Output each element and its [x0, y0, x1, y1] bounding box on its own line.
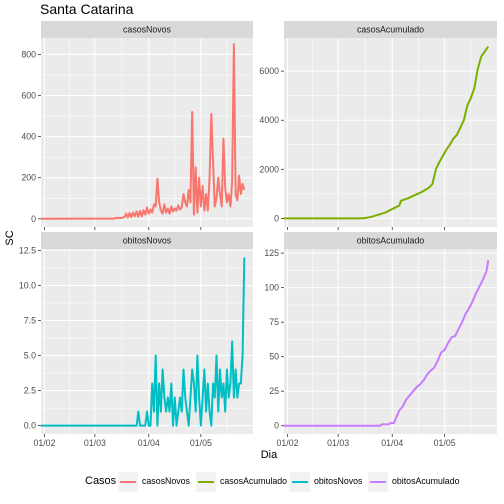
legend-swatch-casosNovos — [120, 481, 136, 483]
x-tick-label: 01/04 — [138, 438, 160, 448]
panel-background — [41, 249, 253, 434]
x-tick-label: 01/02 — [33, 438, 55, 448]
facet-strip-label: obitosNovos — [123, 236, 172, 246]
y-tick-label: 12.5 — [19, 245, 36, 255]
y-tick-label: 25 — [269, 386, 279, 396]
chart-title: Santa Catarina — [40, 1, 134, 17]
x-tick-label: 01/02 — [276, 438, 298, 448]
series-line-obitosNovos — [41, 257, 246, 427]
legend-swatch-casosAcumulado — [198, 481, 214, 483]
x-tick-label: 01/05 — [190, 438, 212, 448]
panel-background — [284, 249, 497, 434]
y-tick-label: 5.0 — [24, 351, 36, 361]
legend-key — [368, 472, 388, 492]
legend-swatch-obitosNovos — [292, 481, 308, 483]
y-tick-label: 0 — [274, 421, 279, 431]
y-tick-label: 75 — [269, 317, 279, 327]
legend-key — [290, 472, 310, 492]
y-axis-title: SC — [4, 230, 16, 245]
series-line-obitosAcumulado — [284, 259, 490, 427]
legend-label: obitosAcumulado — [392, 476, 460, 486]
y-tick-label: 6000 — [259, 66, 279, 76]
x-tick-label: 01/04 — [381, 438, 403, 448]
y-tick-label: 2.5 — [24, 386, 36, 396]
y-tick-label: 0 — [274, 213, 279, 223]
legend-label: casosNovos — [142, 476, 190, 486]
y-tick-label: 0 — [31, 214, 36, 224]
facet-strip-label: casosAcumulado — [357, 25, 424, 35]
legend-swatch-obitosAcumulado — [370, 481, 386, 483]
y-tick-label: 10.0 — [19, 280, 36, 290]
x-tick-label: 01/05 — [434, 438, 456, 448]
x-axis-title: Dia — [261, 449, 278, 461]
facet-strip — [41, 21, 253, 38]
x-tick-label: 01/03 — [84, 438, 106, 448]
facet-strip — [284, 232, 497, 249]
legend-key — [196, 472, 216, 492]
facet-strip-label: casosNovos — [123, 25, 172, 35]
y-tick-label: 100 — [264, 283, 279, 293]
y-tick-label: 7.5 — [24, 315, 36, 325]
legend-key — [118, 472, 138, 492]
y-tick-label: 125 — [264, 248, 279, 258]
facet-strip-label: obitosAcumulado — [357, 236, 425, 246]
series-line-casosAcumulado — [283, 46, 490, 220]
y-tick-label: 400 — [21, 132, 36, 142]
panel-obitosNovos: obitosNovos 0.0 2.5 5.0 7.5 10.0 12.5 01/02 01/0… — [19, 232, 253, 448]
y-tick-label: 200 — [21, 173, 36, 183]
panel-background — [284, 38, 497, 227]
y-tick-label: 800 — [21, 49, 36, 59]
legend-label: obitosNovos — [314, 476, 363, 486]
y-tick-label: 2000 — [259, 164, 279, 174]
facet-strip — [41, 232, 253, 249]
y-tick-label: 600 — [21, 91, 36, 101]
panel-casosAcumulado: casosAcumulado 0 2000 4000 6000 — [259, 21, 497, 230]
y-tick-label: 50 — [269, 352, 279, 362]
legend-label: casosAcumulado — [220, 476, 287, 486]
panel-obitosAcumulado: obitosAcumulado 0 25 50 75 100 125 01/02 01/03 01… — [264, 232, 497, 448]
legend-title: Casos — [85, 475, 117, 487]
panel-casosNovos: casosNovos 0 200 400 600 800 — [21, 21, 253, 230]
x-tick-label: 01/03 — [327, 438, 349, 448]
facet-strip — [284, 21, 497, 38]
y-tick-label: 0.0 — [24, 421, 36, 431]
y-tick-label: 4000 — [259, 115, 279, 125]
series-line-casosNovos — [40, 43, 246, 220]
legend: Casos casosNovos casosAcumulado obitosNo… — [0, 472, 504, 494]
